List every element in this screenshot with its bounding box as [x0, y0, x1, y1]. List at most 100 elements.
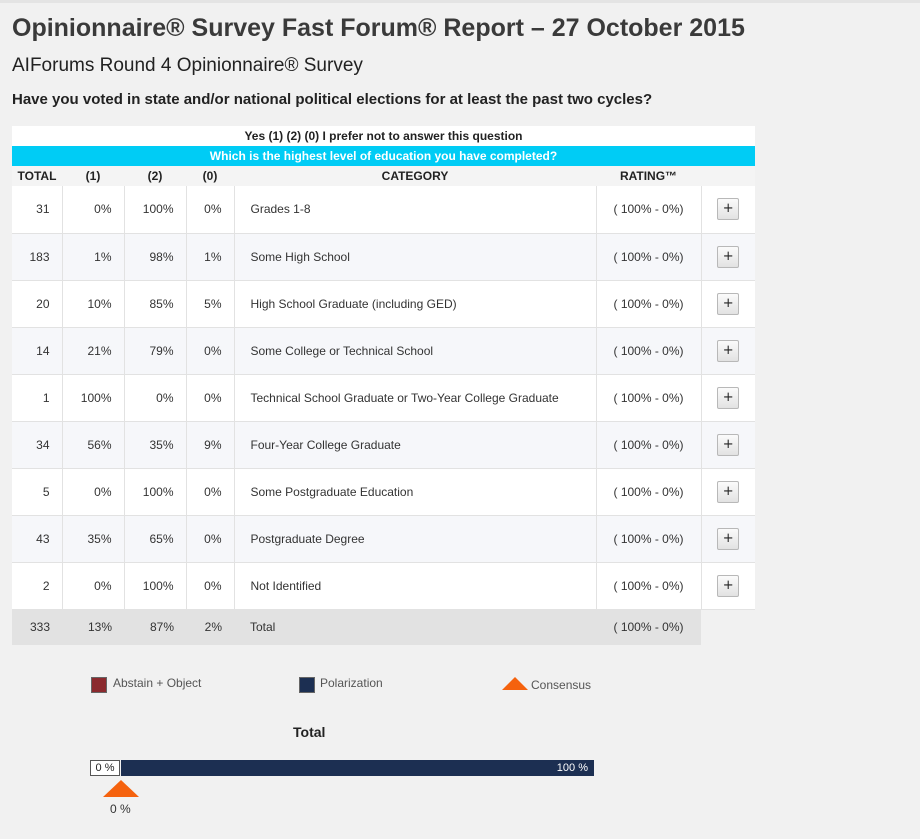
total-category: Total: [234, 609, 596, 645]
total-count: 333: [12, 609, 62, 645]
row-expand-cell: +: [701, 233, 755, 281]
row-rating: ( 100% - 0%): [596, 515, 702, 563]
row-pct-1: 35%: [62, 515, 125, 563]
expand-row-button[interactable]: +: [717, 339, 740, 362]
consensus-value: 0 %: [110, 802, 131, 816]
row-pct-2: 100%: [124, 468, 187, 516]
row-rating: ( 100% - 0%): [596, 327, 702, 375]
row-pct-0: 1%: [186, 233, 235, 281]
row-total: 34: [12, 421, 63, 469]
sub-question-header: Which is the highest level of education …: [12, 146, 755, 166]
row-category: Not Identified: [234, 562, 597, 610]
polarization-legend-label: Polarization: [320, 676, 383, 690]
row-category: Technical School Graduate or Two-Year Co…: [234, 374, 597, 422]
answer-options: Yes (1) (2) (0) I prefer not to answer t…: [12, 126, 755, 146]
expand-row-button[interactable]: +: [717, 198, 740, 221]
table-row: 20 10% 85% 5% High School Graduate (includin…: [12, 280, 755, 328]
table-row: 43 35% 65% 0% Postgraduate Degree( 100% - 0%…: [12, 515, 755, 563]
row-expand-cell: +: [701, 374, 755, 422]
row-category: Some High School: [234, 233, 597, 281]
survey-question: Have you voted in state and/or national …: [12, 91, 653, 108]
table-row: 2 0% 100% 0% Not Identified( 100% - 0%) +: [12, 562, 755, 610]
expand-row-button[interactable]: +: [717, 433, 740, 456]
row-rating: ( 100% - 0%): [596, 233, 702, 281]
row-total: 1: [12, 374, 63, 422]
row-pct-0: 0%: [186, 374, 235, 422]
row-expand-cell: +: [701, 327, 755, 375]
expand-row-button[interactable]: +: [717, 386, 740, 409]
row-pct-1: 56%: [62, 421, 125, 469]
row-pct-2: 98%: [124, 233, 187, 281]
row-rating: ( 100% - 0%): [596, 468, 702, 516]
row-pct-2: 79%: [124, 327, 187, 375]
row-total: 5: [12, 468, 63, 516]
expand-row-button[interactable]: +: [717, 480, 740, 503]
summary-title: Total: [293, 724, 326, 740]
row-pct-0: 0%: [186, 186, 235, 234]
row-rating: ( 100% - 0%): [596, 562, 702, 610]
table-header-row: TOTAL (1) (2) (0) CATEGORY RATING™: [12, 166, 755, 186]
row-pct-1: 1%: [62, 233, 125, 281]
consensus-marker-icon: [103, 780, 139, 797]
abstain-legend-label: Abstain + Object: [113, 676, 202, 690]
row-pct-2: 35%: [124, 421, 187, 469]
row-pct-1: 10%: [62, 280, 125, 328]
row-total: 14: [12, 327, 63, 375]
expand-row-button[interactable]: +: [717, 574, 740, 597]
row-category: High School Graduate (including GED): [234, 280, 597, 328]
report-table-container: Yes (1) (2) (0) I prefer not to answer t…: [12, 126, 755, 645]
summary-bar: 0 % 100 %: [90, 760, 594, 776]
page-title: Opinionnaire® Survey Fast Forum® Report …: [12, 14, 745, 42]
row-pct-1: 0%: [62, 186, 125, 234]
row-expand-cell: +: [701, 562, 755, 610]
row-pct-1: 21%: [62, 327, 125, 375]
row-total: 43: [12, 515, 63, 563]
row-expand-cell: +: [701, 515, 755, 563]
row-category: Postgraduate Degree: [234, 515, 597, 563]
row-expand-cell: +: [701, 186, 755, 234]
row-pct-0: 0%: [186, 515, 235, 563]
column-header-0: (0): [186, 166, 234, 186]
expand-row-button[interactable]: +: [717, 292, 740, 315]
row-category: Some College or Technical School: [234, 327, 597, 375]
abstain-bar-segment: 0 %: [90, 760, 120, 776]
row-category: Grades 1-8: [234, 186, 597, 234]
table-row: 5 0% 100% 0% Some Postgraduate Education( 10…: [12, 468, 755, 516]
column-header-actions: [701, 166, 755, 186]
row-rating: ( 100% - 0%): [596, 186, 702, 234]
top-divider: [0, 0, 920, 3]
row-category: Four-Year College Graduate: [234, 421, 597, 469]
column-header-total: TOTAL: [12, 166, 62, 186]
polarization-bar-segment: 100 %: [121, 760, 594, 776]
report-table: TOTAL (1) (2) (0) CATEGORY RATING™ 31 0% 1…: [12, 166, 755, 645]
row-pct-0: 0%: [186, 327, 235, 375]
row-pct-1: 100%: [62, 374, 125, 422]
expand-row-button[interactable]: +: [717, 245, 740, 268]
column-header-2: (2): [124, 166, 186, 186]
column-header-category: CATEGORY: [234, 166, 596, 186]
row-pct-0: 9%: [186, 421, 235, 469]
row-pct-2: 85%: [124, 280, 187, 328]
total-empty-cell: [701, 609, 755, 645]
survey-name: AIForums Round 4 Opinionnaire® Survey: [12, 55, 363, 76]
row-expand-cell: +: [701, 421, 755, 469]
row-total: 20: [12, 280, 63, 328]
expand-row-button[interactable]: +: [717, 527, 740, 550]
abstain-swatch: [91, 677, 107, 693]
row-rating: ( 100% - 0%): [596, 280, 702, 328]
row-total: 31: [12, 186, 63, 234]
table-row: 1 100% 0% 0% Technical School Graduate or Tw…: [12, 374, 755, 422]
table-row: 34 56% 35% 9% Four-Year College Graduate( 10…: [12, 421, 755, 469]
row-expand-cell: +: [701, 280, 755, 328]
table-row: 31 0% 100% 0% Grades 1-8( 100% - 0%) +: [12, 186, 755, 234]
column-header-rating: RATING™: [596, 166, 701, 186]
table-row: 14 21% 79% 0% Some College or Technical Scho…: [12, 327, 755, 375]
row-rating: ( 100% - 0%): [596, 421, 702, 469]
consensus-legend-label: Consensus: [531, 678, 592, 692]
row-category: Some Postgraduate Education: [234, 468, 597, 516]
row-pct-1: 0%: [62, 468, 125, 516]
consensus-triangle-icon: [502, 677, 528, 690]
table-row: 183 1% 98% 1% Some High School( 100% - 0%) +: [12, 233, 755, 281]
column-header-1: (1): [62, 166, 124, 186]
total-rating: ( 100% - 0%): [596, 609, 701, 645]
